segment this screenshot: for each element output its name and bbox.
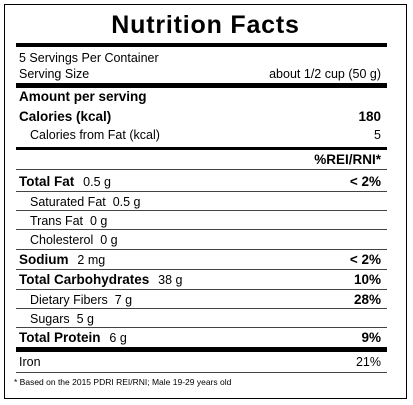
- separator: [16, 191, 387, 192]
- label-title: Nutrition Facts: [111, 11, 300, 39]
- calories-value: 180: [358, 109, 381, 124]
- nutrient-amount: 0 g: [89, 214, 108, 228]
- nutrient-name: Dietary Fibers: [30, 293, 108, 307]
- nutrient-percent: 9%: [361, 330, 381, 345]
- nutrient-name: Cholesterol: [30, 233, 94, 247]
- iron-row: Iron 21%: [16, 352, 387, 372]
- calories-label: Calories (kcal): [19, 109, 112, 124]
- nutrient-percent: 10%: [353, 272, 381, 287]
- serving-size-value: about 1/2 cup (50 g): [269, 67, 381, 81]
- nutrient-name: Total Carbohydrates: [19, 272, 150, 287]
- nutrient-amount: 0.5 g: [112, 195, 141, 209]
- separator: [16, 327, 387, 328]
- serving-size-row: Serving Size about 1/2 cup (50 g): [16, 64, 387, 84]
- calories-row: Calories (kcal) 180: [16, 107, 387, 127]
- calories-from-fat-label: Calories from Fat (kcal): [30, 128, 160, 142]
- separator: [16, 229, 387, 230]
- nutrient-amount: 0.5 g: [83, 175, 111, 189]
- nutrient-name: Saturated Fat: [30, 195, 106, 209]
- nutrient-row-saturated-fat: Saturated Fat 0.5 g: [16, 192, 387, 212]
- nutrient-row-dietary-fibers: Dietary Fibers 7 g 28%: [16, 290, 387, 310]
- amount-per-serving: Amount per serving: [19, 89, 147, 104]
- separator: [16, 249, 387, 250]
- serving-size-label: Serving Size: [19, 67, 90, 81]
- separator: [16, 289, 387, 290]
- nutrient-row-total-fat: Total Fat 0.5 g < 2%: [16, 172, 387, 192]
- nutrient-amount: 6 g: [109, 331, 127, 345]
- nutrition-facts-label: Nutrition Facts: [4, 4, 407, 399]
- nutrient-row-sodium: Sodium 2 mg < 2%: [16, 250, 387, 270]
- separator: [16, 269, 387, 270]
- nutrient-amount: 0 g: [100, 233, 118, 247]
- rei-header-row: %REI/RNI*: [16, 150, 387, 170]
- nutrient-amount: 2 mg: [77, 253, 106, 267]
- nutrient-row-total-protein: Total Protein 6 g 9%: [16, 328, 387, 348]
- servings-row: 5 Servings Per Container: [16, 48, 387, 68]
- nutrient-name: Sodium: [19, 252, 69, 267]
- calories-from-fat-value: 5: [374, 128, 381, 142]
- nutrient-row-sugars: Sugars 5 g: [16, 309, 387, 329]
- nutrient-amount: 5 g: [76, 312, 94, 326]
- nutrient-amount: 38 g: [158, 273, 183, 287]
- amount-per-serving-row: Amount per serving: [16, 87, 387, 107]
- separator: [16, 169, 387, 170]
- protein-divider: [16, 347, 387, 352]
- servings-per-container: 5 Servings Per Container: [19, 51, 159, 65]
- nutrient-percent: < 2%: [349, 174, 381, 189]
- nutrient-row-cholesterol: Cholesterol 0 g: [16, 230, 387, 250]
- nutrient-percent: 28%: [353, 292, 381, 307]
- serving-divider: [16, 83, 387, 88]
- footnote: * Based on the 2015 PDRI REI/RNI; Male 1…: [14, 377, 232, 387]
- nutrient-name: Total Protein: [19, 330, 101, 345]
- nutrient-row-trans-fat: Trans Fat 0 g: [16, 211, 387, 231]
- nutrient-name: Trans Fat: [30, 214, 84, 228]
- nutrient-percent: < 2%: [349, 252, 381, 267]
- separator: [16, 372, 387, 373]
- nutrient-name: Total Fat: [19, 174, 75, 189]
- separator: [16, 308, 387, 309]
- rei-header: %REI/RNI*: [314, 152, 381, 167]
- nutrient-row-total-carbohydrates: Total Carbohydrates 38 g 10%: [16, 270, 387, 290]
- separator: [16, 210, 387, 211]
- iron-value: 21%: [355, 355, 381, 369]
- calories-divider: [16, 147, 387, 150]
- nutrient-amount: 7 g: [114, 293, 133, 307]
- iron-label: Iron: [19, 355, 41, 369]
- calories-from-fat-row: Calories from Fat (kcal) 5: [16, 125, 387, 145]
- title-divider: [16, 43, 387, 47]
- nutrient-name: Sugars: [30, 312, 70, 326]
